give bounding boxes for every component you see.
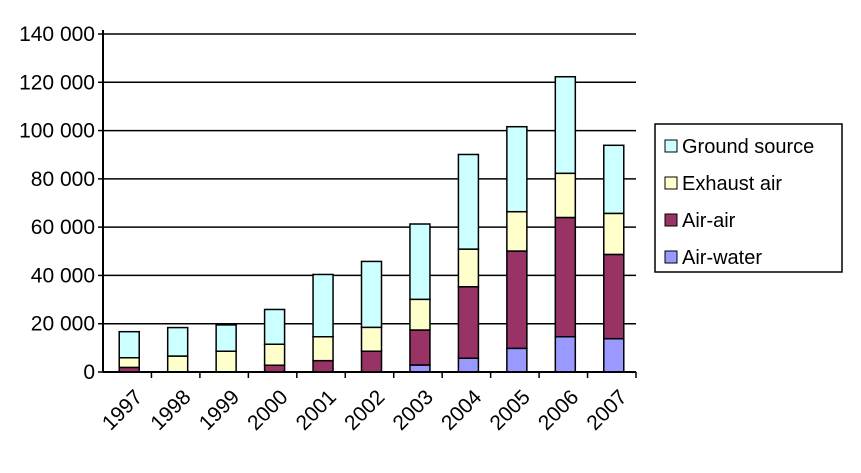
bar-segment-ground-source (215, 324, 237, 352)
bar-segment-air-air (312, 359, 334, 373)
bar-segment-air-air (506, 250, 528, 350)
bar-segment-ground-source (118, 330, 140, 359)
x-tick-label: 2004 (437, 385, 487, 435)
bar-segment-air-air (263, 364, 286, 373)
bar-segment-exhaust-air (118, 357, 140, 369)
x-tick-label: 1999 (195, 386, 244, 435)
legend: Ground source Exhaust air Air-air Air-water (654, 123, 843, 273)
bar-segment-ground-source (554, 75, 577, 175)
bar-segment-exhaust-air (215, 350, 237, 373)
x-tick-label: 2006 (534, 386, 583, 435)
bars (118, 75, 625, 373)
legend-label: Air-air (682, 210, 736, 232)
x-tick-label: 2005 (485, 386, 534, 435)
legend-box (654, 123, 843, 273)
bar-segment-ground-source (409, 223, 431, 301)
y-tick-label: 120 000 (19, 71, 95, 94)
x-tick-label: 2002 (340, 386, 389, 435)
y-tick-label: 80 000 (31, 168, 95, 191)
bar-segment-exhaust-air (554, 172, 577, 219)
y-tick-label: 60 000 (31, 216, 95, 239)
bar-segment-ground-source (506, 125, 528, 213)
bar-segment-air-air (603, 253, 625, 340)
bar-segment-air-water (457, 357, 480, 373)
legend-label: Air-water (682, 247, 762, 269)
bar-segment-exhaust-air (166, 355, 189, 373)
bar-segment-ground-source (360, 260, 383, 329)
bar-segment-air-air (360, 350, 383, 373)
bar-segment-exhaust-air (457, 248, 480, 288)
bar-segment-air-water (554, 336, 577, 373)
x-tick-label: 2007 (582, 386, 631, 435)
bar-segment-ground-source (312, 273, 334, 338)
gridlines (103, 33, 636, 325)
y-tick-label: 0 (83, 361, 95, 384)
bar-segment-exhaust-air (263, 343, 286, 366)
bar-segment-air-water (409, 364, 431, 373)
x-tick-label: 1997 (98, 386, 147, 435)
legend-label: Ground source (682, 136, 814, 158)
y-tick-label: 40 000 (31, 264, 95, 287)
axes: 0 20 000 40 000 60 000 80 000 100 000 120 000 1… (19, 23, 637, 435)
bar-segment-air-air (457, 286, 480, 359)
x-tick-label: 1998 (146, 386, 195, 435)
bar-segment-air-air (409, 329, 431, 366)
legend-swatch (664, 176, 678, 190)
bar-segment-ground-source (166, 326, 189, 357)
y-tick-label: 140 000 (19, 23, 95, 46)
bar-segment-exhaust-air (312, 336, 334, 362)
x-tick-label: 2003 (389, 386, 438, 435)
y-tick-label: 100 000 (19, 120, 95, 143)
legend-swatch (664, 250, 678, 264)
bar-segment-exhaust-air (360, 326, 383, 352)
bar-segment-exhaust-air (506, 210, 528, 252)
y-tick-label: 20 000 (31, 313, 95, 336)
bar-segment-exhaust-air (603, 212, 625, 256)
bar-segment-air-water (506, 347, 528, 373)
bar-segment-ground-source (457, 153, 480, 250)
bar-segment-ground-source (263, 308, 286, 345)
bar-segment-air-water (603, 337, 625, 373)
legend-label: Exhaust air (682, 173, 782, 195)
x-tick-label: 2001 (292, 386, 341, 435)
bar-segment-air-air (554, 216, 577, 338)
x-tick-label: 2000 (243, 386, 292, 435)
bar-segment-exhaust-air (409, 298, 431, 331)
legend-swatch (664, 213, 678, 227)
bar-segment-ground-source (603, 144, 625, 215)
legend-swatch (664, 139, 678, 153)
